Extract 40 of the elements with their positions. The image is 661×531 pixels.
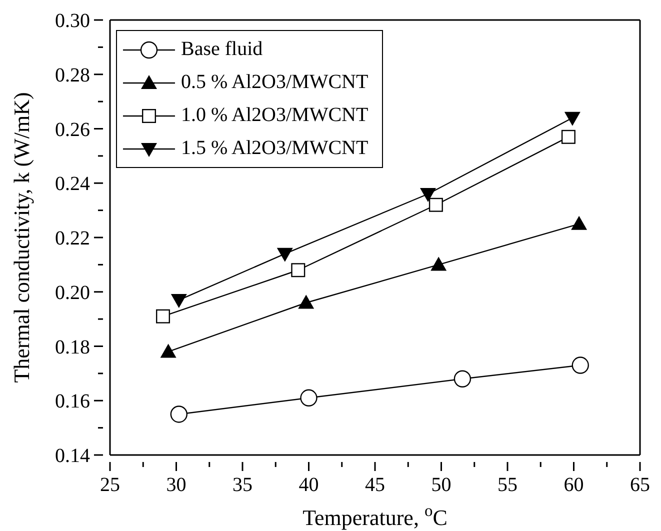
x-tick-label: 40 [298, 474, 319, 496]
point [428, 198, 443, 212]
y-tick-label: 0.26 [55, 118, 90, 141]
point [564, 112, 580, 126]
x-tick-label: 45 [365, 474, 385, 496]
point [454, 370, 472, 388]
point [156, 309, 170, 324]
y-tick-label: 0.16 [55, 390, 90, 413]
point [170, 294, 187, 308]
legend-label: 0.5 % Al2O3/MWCNT [181, 71, 368, 94]
x-axis-title: Temperature, $^{o}$C [302, 500, 448, 530]
point [430, 256, 447, 271]
y-tick-label: 0.24 [55, 173, 90, 196]
x-tick-label: 35 [232, 474, 252, 496]
x-tick-label: 60 [564, 474, 584, 496]
point [298, 294, 314, 309]
y-tick-label: 0.20 [55, 282, 90, 304]
y-tick-label: 0.14 [55, 445, 90, 467]
point [571, 216, 588, 230]
point [561, 130, 576, 144]
point [300, 389, 318, 407]
x-tick-label: 65 [630, 474, 650, 496]
y-axis-title: Thermal conductivity, k (W/mK) [9, 92, 34, 383]
legend-label: 1.0 % Al2O3/MWCNT [181, 104, 368, 127]
point [170, 406, 188, 423]
y-tick-label: 0.30 [55, 10, 90, 32]
y-tick-label: 0.18 [55, 336, 90, 358]
point [572, 356, 589, 374]
x-tick-label: 50 [431, 474, 452, 496]
point [160, 344, 176, 358]
y-tick-label: 0.28 [55, 64, 90, 86]
point [291, 263, 306, 278]
point [276, 248, 293, 262]
legend-label: Base fluid [181, 38, 263, 61]
legend-label: 1.5 % Al2O3/MWCNT [181, 137, 368, 160]
x-tick-label: 25 [100, 474, 120, 496]
x-tick-label: 55 [498, 474, 518, 496]
point [420, 188, 436, 202]
y-tick-label: 0.22 [55, 228, 90, 250]
x-tick-label: 30 [166, 474, 186, 496]
